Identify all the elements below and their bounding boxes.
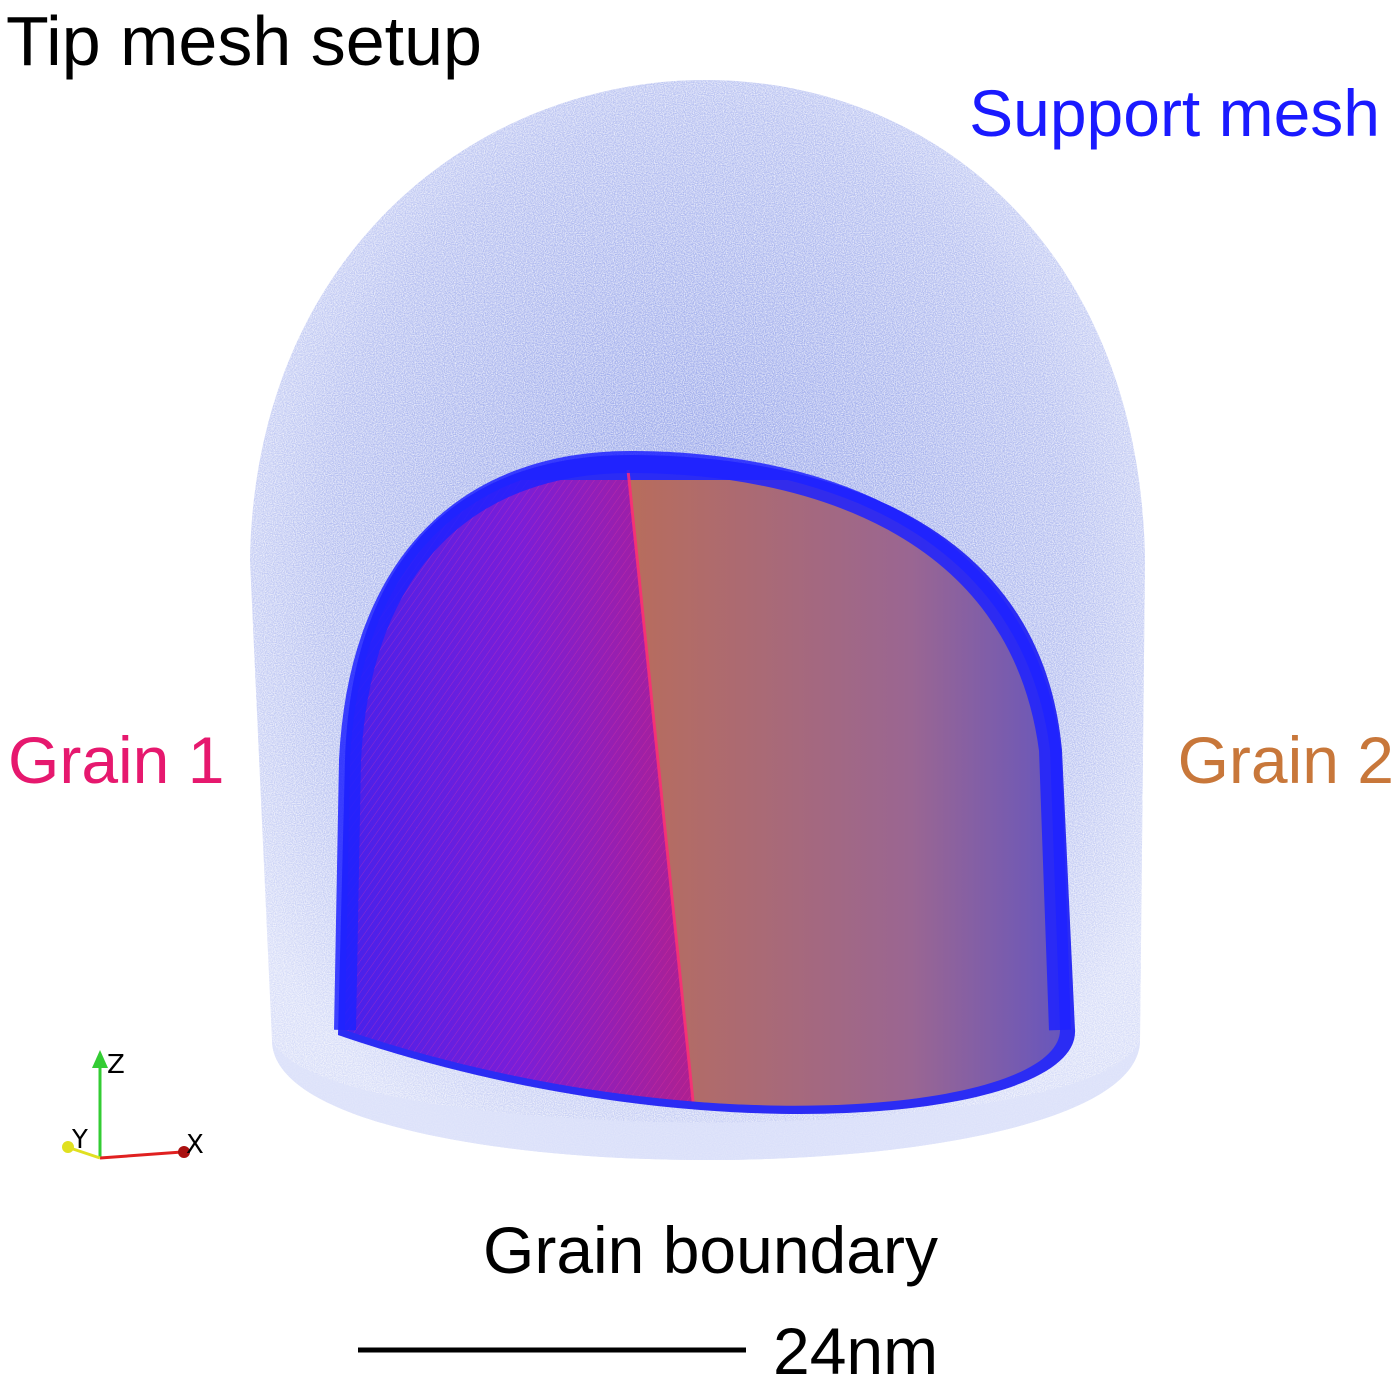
support-mesh-label: Support mesh xyxy=(969,76,1380,150)
z-axis-arrowhead xyxy=(92,1050,108,1068)
x-axis-arrowhead xyxy=(178,1146,190,1158)
figure-title: Tip mesh setup xyxy=(6,2,482,80)
orientation-triad: Z Y X xyxy=(62,1050,204,1160)
z-axis-letter: Z xyxy=(107,1050,125,1080)
grain-1-lattice xyxy=(345,480,698,1106)
grain-region xyxy=(345,469,1060,1106)
grain-boundary-line xyxy=(626,469,700,1106)
inner-shell-rim xyxy=(334,450,1071,1031)
scale-bar-label: 24nm xyxy=(773,1314,939,1388)
grain-2-label: Grain 2 xyxy=(1177,723,1394,797)
y-axis-line xyxy=(69,1146,101,1160)
grain-2-region xyxy=(628,480,1060,1106)
grain-boundary-label: Grain boundary xyxy=(483,1213,938,1287)
x-axis-letter: X xyxy=(186,1130,204,1160)
y-axis-letter: Y xyxy=(71,1125,88,1155)
x-axis-line xyxy=(99,1150,183,1160)
grain-1-label: Grain 1 xyxy=(8,723,225,797)
y-axis-arrowhead xyxy=(62,1141,74,1153)
support-mesh-base xyxy=(272,1040,1140,1160)
